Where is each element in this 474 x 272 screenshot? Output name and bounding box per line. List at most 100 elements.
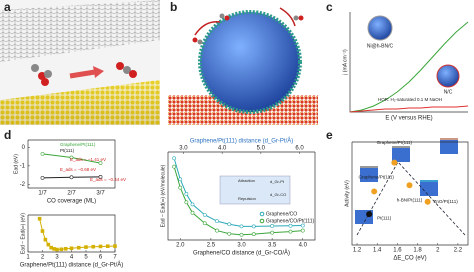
x-tick-label: 2	[436, 248, 440, 254]
annotation: E_ads = −1.41 eV	[70, 157, 106, 162]
data-point	[288, 223, 293, 228]
point-label: Pt(111)	[377, 215, 392, 220]
data-point	[172, 156, 177, 161]
data-point	[424, 198, 431, 205]
legend-label: Graphene/CO/Pt(111)	[266, 218, 315, 224]
x-axis-label: CO coverage (ML)	[47, 199, 96, 205]
series-line	[173, 166, 303, 236]
data-point	[59, 247, 64, 252]
x-tick-label: 6	[99, 255, 103, 261]
series-line	[173, 158, 303, 227]
x-tick-label: 1.6	[393, 248, 402, 254]
y-axis-label: Ead − Ead(∞) (eV)	[20, 213, 26, 255]
axes	[351, 141, 469, 246]
legend-label: Graphene/CO	[266, 211, 297, 217]
x-tick-label: 3/7	[96, 191, 105, 197]
data-point	[215, 219, 219, 224]
data-point	[63, 246, 68, 251]
x2-tick-label: 3.0	[179, 146, 188, 152]
data-point	[84, 245, 88, 249]
annotation: d_Gr-Pt	[270, 179, 285, 184]
data-point	[288, 229, 293, 234]
data-point	[76, 245, 81, 250]
x-axis-label: Graphene/Pt(111) distance (d_Gr-Pt/Å)	[20, 262, 124, 269]
x-tick-label: 1.8	[413, 248, 422, 254]
data-point	[98, 161, 103, 165]
x-tick-label: 3.5	[268, 243, 277, 249]
data-point	[69, 175, 74, 180]
x2-tick-label: 4.0	[218, 146, 227, 152]
x-tick-label: 2/7	[67, 191, 76, 197]
x-tick-label: 5	[84, 255, 88, 261]
x-axis-label: E (V versus RHE)	[385, 116, 432, 122]
data-point	[37, 216, 42, 221]
data-point	[202, 221, 207, 226]
x2-tick-label: 5.0	[257, 146, 266, 152]
point-label: Graphene/Pt(111)	[377, 140, 413, 145]
point-label: ZnO/Pt(111)	[434, 199, 459, 204]
annotation: Repulsion	[238, 196, 256, 201]
panel-label: e	[326, 128, 333, 142]
panel-label: c	[326, 0, 333, 14]
structures-e	[355, 138, 466, 236]
inset-label: Ni@h-BN/C	[367, 43, 394, 49]
legend-label: Graphene/Pt(111)	[60, 142, 96, 147]
data-point	[40, 175, 45, 180]
inset-label: N/C	[444, 89, 453, 95]
x-tick-label: 3	[55, 255, 59, 261]
x-tick-label: 1.4	[373, 248, 382, 254]
data-point	[69, 246, 74, 251]
data-point	[300, 228, 305, 233]
data-point	[371, 188, 378, 195]
inset-d	[219, 175, 291, 205]
series-line	[349, 105, 469, 113]
y-tick-label: 0	[22, 145, 26, 151]
data-point	[178, 185, 183, 190]
x-tick-label: 1.2	[353, 248, 362, 254]
x-tick-label: 2	[41, 255, 45, 261]
annotation: d_Gr-CO	[270, 192, 286, 197]
y-axis-label: Activity (eV)	[344, 180, 350, 207]
data-point	[98, 244, 103, 249]
data-point	[270, 224, 275, 228]
data-point	[49, 245, 54, 250]
data-point	[40, 151, 45, 156]
annotation: E_ads = −0.68 eV	[60, 167, 96, 172]
x-tick-label: 4.0	[299, 243, 308, 249]
panel-label: b	[170, 0, 177, 14]
point-label: Graphene/Pt(111)	[359, 175, 395, 180]
y-tick-label: -2	[20, 182, 26, 188]
legend-label: Pt(111)	[60, 148, 75, 153]
x2-tick-label: 6.0	[295, 146, 304, 152]
series-line	[39, 218, 116, 251]
illustration-a	[0, 0, 160, 125]
data-point	[43, 237, 48, 242]
x-tick-label: 2.2	[454, 248, 463, 254]
data-point	[55, 247, 59, 252]
panel-label: a	[4, 0, 11, 14]
data-point	[105, 244, 110, 249]
x-axis-label: Graphene/CO distance (d_Gr-CO/Å)	[193, 250, 290, 257]
data-point	[239, 224, 244, 229]
data-point	[270, 230, 275, 235]
legend-marker	[259, 211, 265, 217]
data-point	[190, 210, 195, 215]
series-line	[349, 21, 469, 113]
data-point	[46, 242, 51, 247]
y-axis-label: Ead − Ead(∞) (eV/molecule)	[160, 164, 166, 227]
legend-marker	[259, 218, 265, 224]
x-tick-label: 3.0	[237, 243, 246, 249]
data-point	[190, 202, 195, 207]
data-point	[91, 244, 96, 249]
data-point	[184, 200, 189, 205]
x-tick-label: 2.0	[176, 243, 185, 249]
data-point	[202, 212, 207, 217]
data-point	[366, 211, 373, 218]
data-point	[251, 232, 256, 237]
x2-axis-label: Graphene/Pt(111) distance (d_Gr-Pt/Å)	[190, 138, 294, 145]
x-axis-label: ΔE_CO (eV)	[393, 256, 426, 262]
inset-nc	[436, 64, 460, 88]
y-tick-label: -1	[20, 163, 26, 169]
data-point	[215, 228, 219, 233]
data-point	[113, 244, 117, 248]
